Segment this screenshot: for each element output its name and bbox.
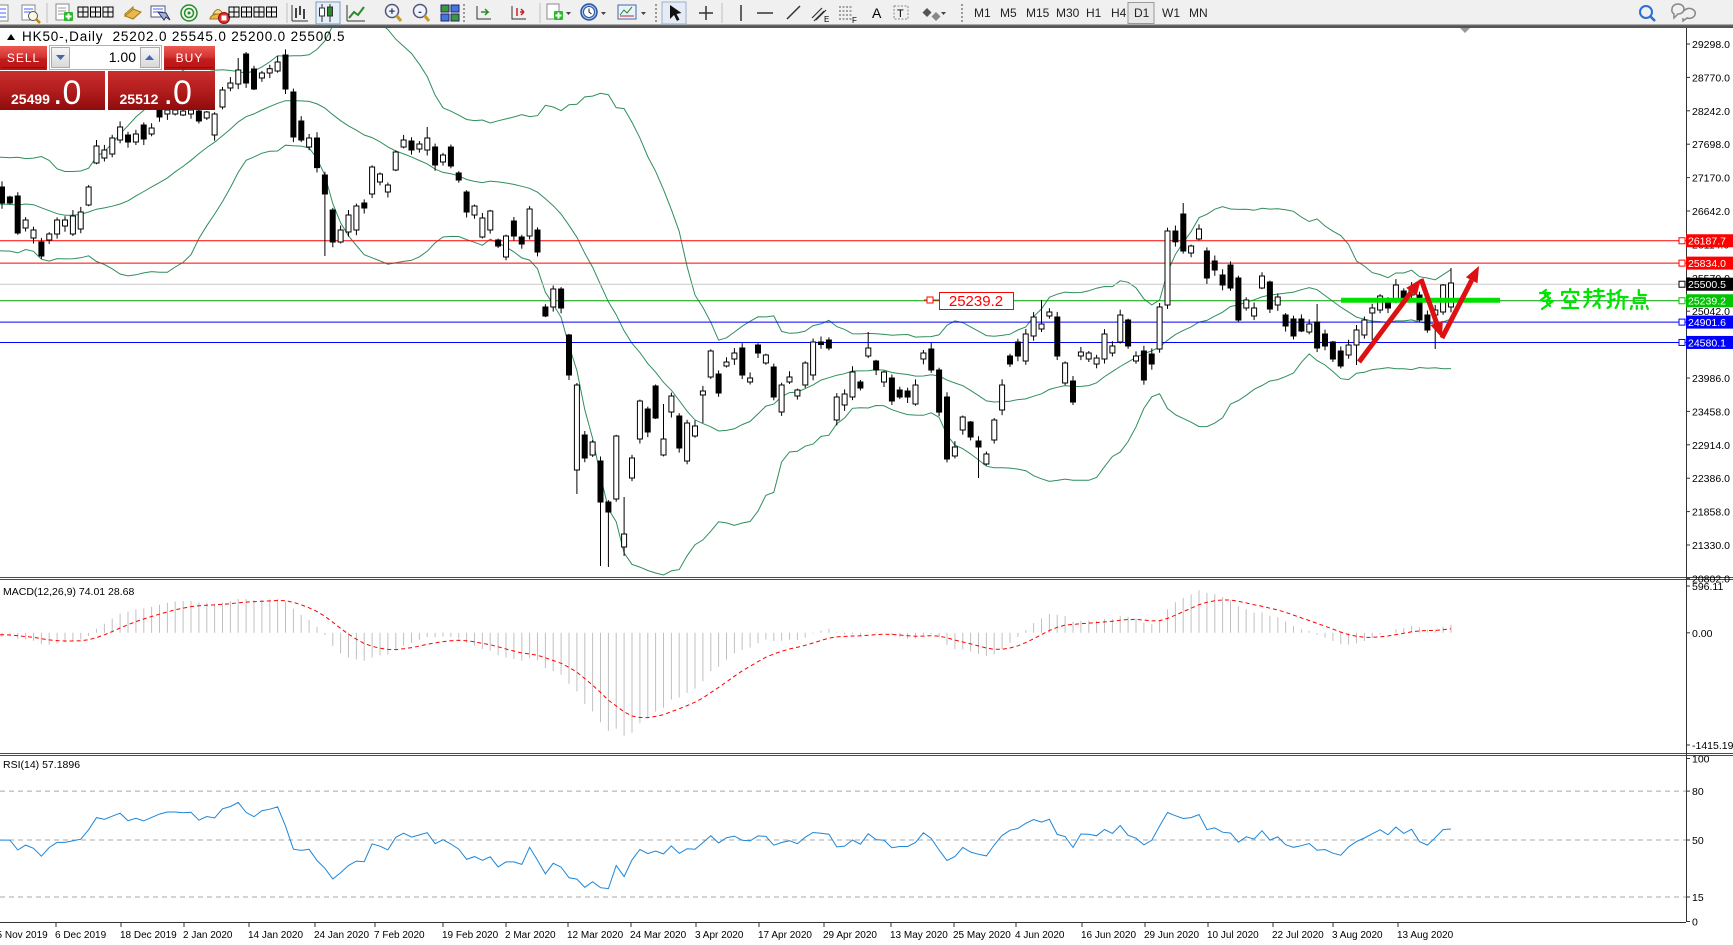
svg-text:7 Feb 2020: 7 Feb 2020 [374,930,425,941]
svg-text:13 Aug 2020: 13 Aug 2020 [1397,930,1454,941]
svg-text:E: E [824,15,829,24]
svg-text:6 Dec 2019: 6 Dec 2019 [55,930,107,941]
svg-text:-: - [418,6,422,18]
svg-text:25 May 2020: 25 May 2020 [953,930,1011,941]
svg-text:25500.5: 25500.5 [1688,279,1726,291]
svg-text:W1: W1 [1162,6,1180,20]
svg-text:28770.0: 28770.0 [1692,72,1730,84]
svg-text:MACD(12,26,9) 74.01 28.68: MACD(12,26,9) 74.01 28.68 [3,586,134,598]
svg-text:0.00: 0.00 [1692,628,1713,640]
svg-text:24 Mar 2020: 24 Mar 2020 [630,930,687,941]
svg-text:25042.0: 25042.0 [1692,306,1730,318]
svg-text:3 Aug 2020: 3 Aug 2020 [1332,930,1383,941]
svg-text:25239.2: 25239.2 [1688,296,1726,308]
svg-text:T: T [897,8,904,20]
svg-text:23986.0: 23986.0 [1692,373,1730,385]
svg-text:0: 0 [1692,917,1698,929]
svg-text:28242.0: 28242.0 [1692,106,1730,118]
svg-text:50: 50 [1692,835,1704,847]
svg-text:M1: M1 [974,6,991,20]
svg-text:+: + [389,6,395,18]
svg-text:MN: MN [1189,6,1208,20]
svg-text:19 Feb 2020: 19 Feb 2020 [442,930,499,941]
svg-text:27698.0: 27698.0 [1692,139,1730,151]
svg-text:27170.0: 27170.0 [1692,173,1730,185]
svg-text:14 Jan 2020: 14 Jan 2020 [248,930,303,941]
svg-text:10 Jul 2020: 10 Jul 2020 [1207,930,1259,941]
svg-text:24901.6: 24901.6 [1688,317,1726,329]
svg-text:24580.1: 24580.1 [1688,337,1726,349]
svg-text:80: 80 [1692,786,1704,798]
svg-text:F: F [852,16,857,25]
svg-text:29 Apr 2020: 29 Apr 2020 [823,930,877,941]
svg-text:M30: M30 [1056,6,1080,20]
svg-text:596.11: 596.11 [1692,581,1723,593]
svg-text:M5: M5 [1000,6,1017,20]
svg-text:HK50-,Daily 25202.0 25545.0 2: HK50-,Daily 25202.0 25545.0 25200.0 2550… [22,29,345,44]
svg-text:15: 15 [1692,892,1704,904]
svg-text:2 Mar 2020: 2 Mar 2020 [505,930,556,941]
svg-text:16 Jun 2020: 16 Jun 2020 [1081,930,1136,941]
svg-text:4 Jun 2020: 4 Jun 2020 [1015,930,1065,941]
svg-text:25239.2: 25239.2 [949,293,1003,310]
svg-text:24 Jan 2020: 24 Jan 2020 [314,930,369,941]
svg-text:20802.0: 20802.0 [1692,573,1730,585]
svg-text:H4: H4 [1111,6,1127,20]
svg-text:H1: H1 [1086,6,1102,20]
svg-text:25 Nov 2019: 25 Nov 2019 [0,930,48,941]
svg-text:21330.0: 21330.0 [1692,540,1730,552]
svg-text:13 May 2020: 13 May 2020 [890,930,948,941]
svg-text:D1: D1 [1134,6,1150,20]
svg-text:2 Jan 2020: 2 Jan 2020 [183,930,233,941]
svg-text:12 Mar 2020: 12 Mar 2020 [567,930,624,941]
svg-text:29 Jun 2020: 29 Jun 2020 [1144,930,1199,941]
svg-text:18 Dec 2019: 18 Dec 2019 [120,930,177,941]
svg-text:21858.0: 21858.0 [1692,507,1730,519]
svg-text:17 Apr 2020: 17 Apr 2020 [758,930,812,941]
svg-text:22914.0: 22914.0 [1692,440,1730,452]
svg-text:29298.0: 29298.0 [1692,39,1730,51]
svg-text:26642.0: 26642.0 [1692,206,1730,218]
svg-text:100: 100 [1692,754,1710,766]
svg-text:25834.0: 25834.0 [1688,258,1726,270]
svg-text:A: A [872,5,882,21]
svg-text:22 Jul 2020: 22 Jul 2020 [1272,930,1324,941]
svg-text:22386.0: 22386.0 [1692,473,1730,485]
svg-text:3 Apr 2020: 3 Apr 2020 [695,930,744,941]
svg-text:-1415.19: -1415.19 [1692,740,1733,752]
svg-text:26187.7: 26187.7 [1688,236,1726,248]
svg-text:RSI(14) 57.1896: RSI(14) 57.1896 [3,759,80,771]
svg-text:M15: M15 [1026,6,1050,20]
svg-text:23458.0: 23458.0 [1692,406,1730,418]
